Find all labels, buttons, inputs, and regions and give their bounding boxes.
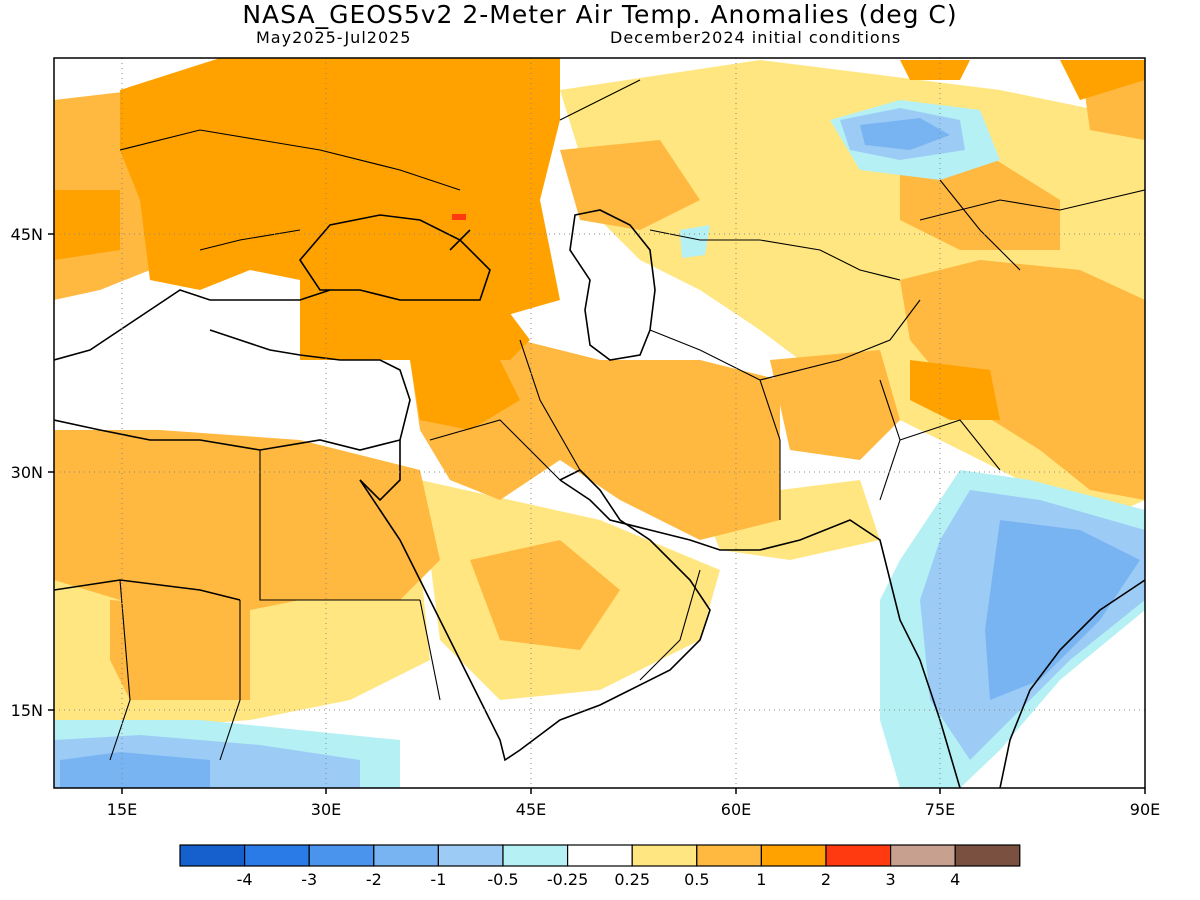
map-frame bbox=[53, 57, 1146, 789]
anomaly-zone-orange bbox=[54, 58, 1145, 430]
color-bar-swatch bbox=[566, 844, 633, 867]
color-bar-swatch bbox=[954, 844, 1021, 867]
lat-label-15n: 15N bbox=[11, 701, 43, 720]
color-bar-label: 1 bbox=[756, 870, 766, 889]
color-bar-label: 2 bbox=[821, 870, 831, 889]
color-bar-label: -0.5 bbox=[487, 870, 518, 889]
lon-label-15e: 15E bbox=[107, 800, 137, 819]
lat-label-45n: 45N bbox=[11, 225, 43, 244]
color-bar-label: -1 bbox=[430, 870, 446, 889]
color-bar-label: 4 bbox=[950, 870, 960, 889]
color-bar-label: -4 bbox=[237, 870, 253, 889]
color-bar-swatch bbox=[179, 844, 246, 867]
anomaly-field bbox=[54, 58, 1145, 788]
lon-label-60e: 60E bbox=[721, 800, 751, 819]
color-bar-swatch bbox=[373, 844, 439, 867]
initial-conditions: December2024 initial conditions bbox=[610, 28, 902, 47]
color-bar-swatch bbox=[437, 844, 504, 867]
color-bar-swatch bbox=[825, 844, 892, 867]
map-title: NASA_GEOS5v2 2-Meter Air Temp. Anomalies… bbox=[242, 0, 958, 29]
anomaly-zone-blue bbox=[60, 118, 1140, 788]
color-bar-swatch bbox=[889, 844, 956, 867]
color-bar-swatch bbox=[244, 844, 310, 867]
country-borders bbox=[109, 79, 1145, 761]
axis-ticks bbox=[48, 233, 1146, 794]
color-bar-swatch bbox=[760, 844, 827, 867]
coastlines bbox=[54, 209, 1145, 788]
color-bar-swatch bbox=[696, 844, 762, 867]
lon-label-45e: 45E bbox=[516, 800, 546, 819]
color-bar-swatch bbox=[631, 844, 698, 867]
lon-label-90e: 90E bbox=[1130, 800, 1160, 819]
color-bar-label: 0.5 bbox=[684, 870, 709, 889]
lon-label-75e: 75E bbox=[925, 800, 955, 819]
lon-label-30e: 30E bbox=[311, 800, 341, 819]
forecast-period: May2025-Jul2025 bbox=[256, 28, 412, 47]
color-bar-label: -3 bbox=[301, 870, 317, 889]
anomaly-zone-red bbox=[452, 214, 466, 220]
color-bar-label: -2 bbox=[366, 870, 382, 889]
lat-label-30n: 30N bbox=[11, 463, 43, 482]
color-bar: -4 -3 -2 -1 -0.5 -0.25 0.25 0.5 1 2 3 4 bbox=[179, 844, 1021, 889]
color-bar-swatch bbox=[502, 844, 569, 867]
color-bar-label: -0.25 bbox=[547, 870, 588, 889]
color-bar-swatch bbox=[308, 844, 375, 867]
gridlines bbox=[54, 58, 1145, 788]
color-bar-label: 0.25 bbox=[614, 870, 650, 889]
color-bar-label: 3 bbox=[886, 870, 896, 889]
